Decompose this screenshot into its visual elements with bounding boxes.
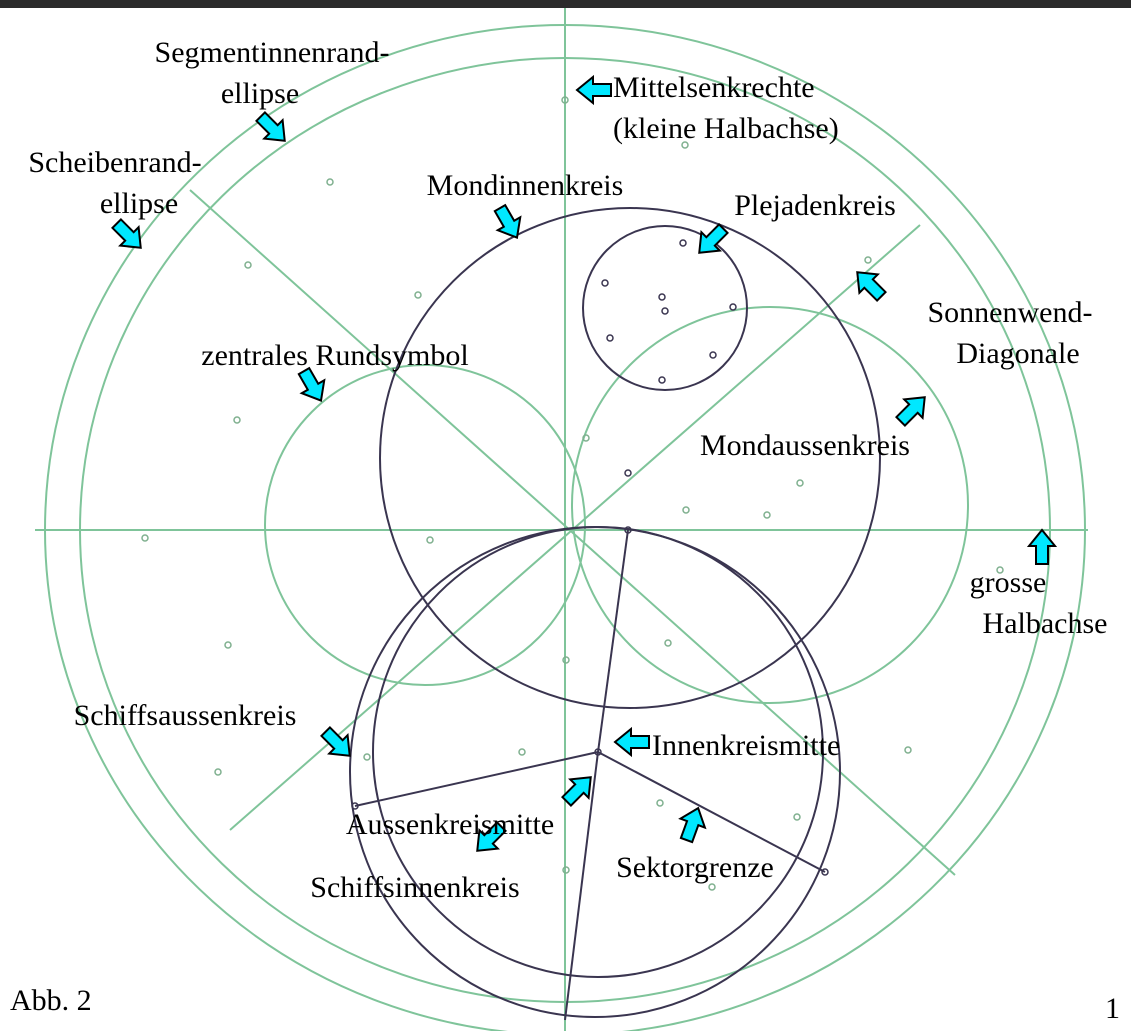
sector-line xyxy=(597,751,826,873)
star xyxy=(864,256,872,264)
label: Sektorgrenze xyxy=(616,851,774,884)
sector-line xyxy=(354,751,599,807)
star xyxy=(796,479,804,487)
point xyxy=(624,526,632,534)
geometry xyxy=(35,8,1088,1031)
label: ellipse xyxy=(221,77,299,110)
star xyxy=(763,511,771,519)
arrow xyxy=(1026,528,1058,565)
diagonal xyxy=(189,189,956,876)
point xyxy=(729,303,737,311)
arrow xyxy=(575,74,612,106)
label: zentrales Rundsymbol xyxy=(201,339,468,372)
star xyxy=(904,746,912,754)
star xyxy=(141,534,149,542)
star xyxy=(224,641,232,649)
star xyxy=(561,96,569,104)
ship-inner-circle xyxy=(372,526,824,978)
sector-line xyxy=(597,529,629,753)
star xyxy=(426,536,434,544)
label: Schiffsaussenkreis xyxy=(74,699,297,732)
point xyxy=(709,351,717,359)
arrow xyxy=(856,271,887,302)
label: Sonnenwend- xyxy=(928,296,1093,329)
arrow xyxy=(678,806,707,844)
arrow xyxy=(895,396,926,427)
point xyxy=(351,802,359,810)
label: Aussenkreismitte xyxy=(346,808,554,841)
star xyxy=(363,753,371,761)
star xyxy=(656,799,664,807)
arrow xyxy=(297,366,326,402)
label: grosse xyxy=(970,566,1047,599)
point xyxy=(661,307,669,315)
point xyxy=(821,868,829,876)
point xyxy=(624,469,632,477)
central-circle xyxy=(264,364,586,686)
pleiades-circle xyxy=(582,225,748,391)
star xyxy=(214,768,222,776)
point xyxy=(658,376,666,384)
point xyxy=(606,334,614,342)
arrow xyxy=(111,218,142,249)
arrow xyxy=(476,821,507,852)
label: Scheibenrand- xyxy=(28,146,201,179)
arrow xyxy=(698,223,729,254)
star xyxy=(326,178,334,186)
label: Schiffsinnenkreis xyxy=(310,871,519,904)
arrow xyxy=(613,726,650,758)
caption: Abb. 2 xyxy=(10,984,92,1017)
label: ellipse xyxy=(100,187,178,220)
star xyxy=(233,416,241,424)
arrows xyxy=(111,74,1058,852)
star xyxy=(708,883,716,891)
star xyxy=(414,291,422,299)
label: Diagonale xyxy=(956,337,1079,370)
arrow xyxy=(493,203,522,239)
label: Mondaussenkreis xyxy=(700,429,910,462)
label: Plejadenkreis xyxy=(734,189,896,222)
point xyxy=(601,279,609,287)
labels: Segmentinnenrand-ellipse Mittelsenkrechte… xyxy=(28,36,1107,904)
star xyxy=(582,434,590,442)
star xyxy=(562,656,570,664)
arrow xyxy=(320,726,351,757)
stars xyxy=(141,96,1004,891)
star xyxy=(664,639,672,647)
star xyxy=(793,813,801,821)
label: Mondinnenkreis xyxy=(427,169,624,202)
star xyxy=(518,748,526,756)
point xyxy=(658,293,666,301)
label: Segmentinnenrand- xyxy=(155,36,390,69)
arrow xyxy=(561,776,592,807)
label: Mittelsenkrechte xyxy=(613,71,815,104)
moon-outer-circle xyxy=(571,306,969,704)
star xyxy=(996,566,1004,574)
label: (kleine Halbachse) xyxy=(613,112,839,145)
star xyxy=(562,866,570,874)
star xyxy=(681,141,689,149)
moon-inner-circle xyxy=(379,207,881,709)
label: Halbachse xyxy=(983,607,1108,640)
point xyxy=(594,748,602,756)
top-bar xyxy=(0,0,1131,8)
label: Innenkreismitte xyxy=(652,729,840,762)
sector-line xyxy=(564,751,599,1021)
star xyxy=(682,506,690,514)
arrow xyxy=(255,111,286,142)
page-number: 1 xyxy=(1105,992,1120,1025)
star xyxy=(244,261,252,269)
point xyxy=(679,239,687,247)
